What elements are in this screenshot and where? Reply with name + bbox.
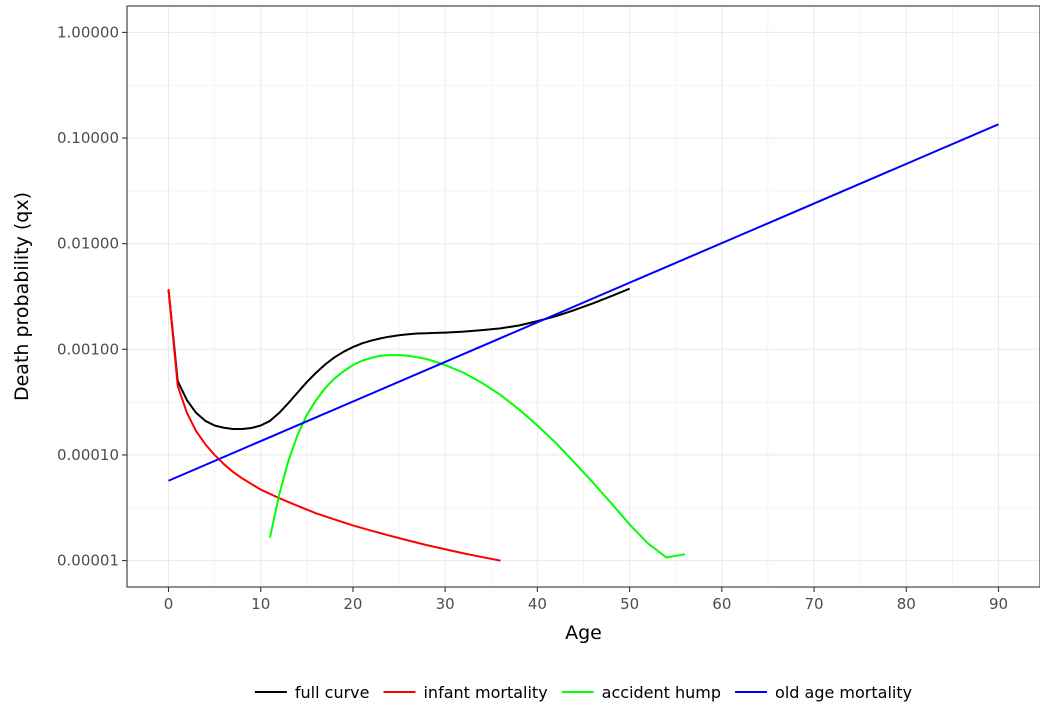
y-tick-label: 0.00010 — [57, 446, 119, 464]
legend-item-accident-hump: accident hump — [561, 683, 721, 702]
axis-tick-labels: 0 10 20 30 40 50 60 70 80 90 0.00001 0.00010 0.00100… — [57, 23, 1008, 613]
x-tick-label: 20 — [343, 595, 362, 613]
legend-label: full curve — [295, 683, 370, 702]
minor-gridlines — [127, 6, 1040, 587]
x-tick-label: 80 — [897, 595, 916, 613]
x-tick-label: 50 — [620, 595, 639, 613]
x-axis-title: Age — [565, 622, 602, 644]
x-tick-label: 30 — [436, 595, 455, 613]
series-line-infant-mortality — [167, 289, 501, 562]
x-tick-label: 0 — [164, 595, 174, 613]
axis-ticks — [122, 31, 1000, 592]
legend-label: accident hump — [602, 683, 721, 702]
series-line-accident-hump — [268, 354, 686, 559]
x-tick-label: 70 — [805, 595, 824, 613]
y-tick-label: 0.00001 — [57, 552, 119, 570]
legend-label: infant mortality — [423, 683, 547, 702]
series-layer — [167, 123, 999, 562]
series-line-old-age-mortality — [168, 123, 999, 482]
legend: full curve infant mortality accident hump o… — [254, 683, 912, 702]
legend-label: old age mortality — [775, 683, 912, 702]
legend-item-old-age-mortality: old age mortality — [735, 683, 912, 702]
y-tick-label: 0.01000 — [57, 235, 119, 253]
legend-item-full-curve: full curve — [254, 683, 370, 702]
major-gridlines — [127, 6, 1040, 587]
panel-border — [126, 5, 1040, 588]
x-tick-label: 90 — [989, 595, 1008, 613]
legend-item-infant-mortality: infant mortality — [383, 683, 548, 702]
y-tick-label: 1.00000 — [57, 23, 119, 41]
x-tick-label: 40 — [528, 595, 547, 613]
y-axis-title: Death probability (qx) — [11, 192, 33, 401]
y-tick-label: 0.00100 — [57, 340, 119, 358]
series-line-full-curve — [167, 287, 630, 431]
y-tick-label: 0.10000 — [57, 129, 119, 147]
x-tick-label: 10 — [251, 595, 270, 613]
x-tick-label: 60 — [712, 595, 731, 613]
